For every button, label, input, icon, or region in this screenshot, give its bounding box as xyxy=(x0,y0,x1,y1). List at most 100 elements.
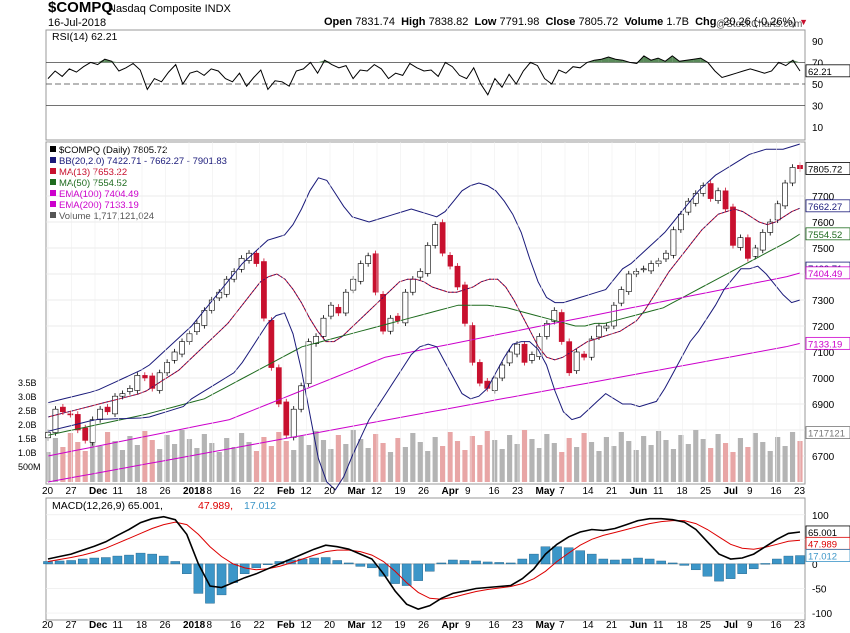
candle-body xyxy=(335,306,342,314)
open-label: Open xyxy=(324,16,353,28)
x-label-top-21: May xyxy=(536,486,556,497)
macd-histogram-bar xyxy=(228,563,238,583)
macd-chart: -100-50050100MACD(12,26,9) 65.001,47.989… xyxy=(43,500,850,620)
volume-bar xyxy=(112,441,118,482)
chg-label: Chg xyxy=(695,16,717,28)
x-label-bottom-13: Mar xyxy=(348,620,366,631)
x-label-top-32: 23 xyxy=(794,486,806,497)
x-label-bottom-5: 26 xyxy=(160,620,172,631)
legend-entry-5: EMA(200) 7133.19 xyxy=(59,200,139,211)
volume-bar xyxy=(618,432,624,482)
x-label-top-17: Apr xyxy=(442,486,459,497)
x-label-bottom-10: Feb xyxy=(277,620,295,631)
volume-bar xyxy=(216,452,222,482)
volume-bar xyxy=(440,446,446,482)
rsi-overbought-fill xyxy=(317,60,325,63)
macd-histogram-bar xyxy=(43,561,53,565)
candle-body xyxy=(156,372,163,391)
volume-bar xyxy=(551,443,557,482)
candle-body xyxy=(298,385,305,410)
volume-bar xyxy=(179,430,185,482)
volume-bar xyxy=(335,435,341,482)
volume-bar xyxy=(320,440,327,482)
price-tag-5-box xyxy=(805,336,850,350)
candle-body xyxy=(596,325,602,338)
macd-tick-100: 100 xyxy=(812,511,829,522)
volume-bar xyxy=(730,452,736,482)
rsi-overbought-fill xyxy=(615,59,623,63)
candle-body xyxy=(640,268,647,271)
x-label-top-31: 16 xyxy=(771,486,783,497)
x-label-bottom-26: 11 xyxy=(653,620,664,631)
candle-body xyxy=(231,271,238,280)
rsi-overbought-fill xyxy=(111,61,119,63)
price-tick-7700: 7700 xyxy=(812,192,835,203)
x-label-top-8: 16 xyxy=(230,486,242,497)
volume-bar xyxy=(670,449,677,482)
x-label-bottom-7: 8 xyxy=(207,620,213,631)
volume-bar xyxy=(82,451,88,482)
rsi-tick-50: 50 xyxy=(812,80,824,91)
volume-bar xyxy=(395,438,401,482)
volume-bar xyxy=(648,445,654,482)
volume-bar xyxy=(365,448,371,482)
price-tag-4-box xyxy=(805,266,850,280)
legend-swatch-1 xyxy=(50,157,56,163)
candle-body xyxy=(357,263,364,282)
volume-bar xyxy=(574,447,580,482)
legend-swatch-0 xyxy=(50,146,56,152)
volume-bar xyxy=(224,438,230,482)
candle-body xyxy=(663,252,669,260)
index-name: Nasdaq Composite INDX xyxy=(108,3,231,15)
candle-body xyxy=(439,222,446,254)
candle-body xyxy=(610,304,617,327)
volume-bar xyxy=(603,437,609,482)
price-tick-7200: 7200 xyxy=(812,322,835,333)
candle-body xyxy=(625,273,632,292)
macd-histogram-bar xyxy=(737,563,747,574)
volume-bar xyxy=(722,443,729,482)
macd-histogram-bar xyxy=(124,554,134,565)
price-tag-0: 7805.72 xyxy=(808,165,842,176)
legend-swatch-6 xyxy=(50,212,56,218)
macd-histogram-bar xyxy=(494,562,504,565)
volume-bar xyxy=(239,433,245,482)
macd-histogram-bar xyxy=(436,562,447,565)
low-label: Low xyxy=(474,16,497,28)
candle-body xyxy=(313,336,319,344)
watermark: @StockCharts.com xyxy=(716,19,803,30)
macd-histogram-bar xyxy=(413,563,423,581)
legend-swatch-2 xyxy=(50,168,56,174)
volume-label: Volume xyxy=(624,16,664,28)
candle-body xyxy=(432,224,439,246)
macd-value-tag-2-box xyxy=(805,549,850,562)
candle-body xyxy=(372,253,379,293)
x-label-top-20: 23 xyxy=(512,486,524,497)
x-label-bottom-24: 21 xyxy=(606,620,618,631)
macd-histogram-bar xyxy=(401,563,412,586)
volume-axis-3: 2.0B xyxy=(18,420,37,430)
volume-bar xyxy=(328,449,334,482)
x-label-bottom-1: 27 xyxy=(66,620,78,631)
price-tick-6900: 6900 xyxy=(812,400,835,411)
price-tick-7000: 7000 xyxy=(812,374,835,385)
macd-title-signal: 47.989, xyxy=(198,500,233,512)
x-label-top-11: 12 xyxy=(301,486,313,497)
macd-title-hist: 17.012 xyxy=(244,500,276,512)
high-label: High xyxy=(401,16,426,28)
volume-bar xyxy=(462,450,468,482)
price-tag-0-box xyxy=(805,162,850,175)
volume-bar xyxy=(626,441,632,482)
x-label-top-15: 19 xyxy=(395,486,407,497)
volume-bar xyxy=(685,444,691,482)
volume-bar xyxy=(782,446,788,482)
macd-histogram-bar xyxy=(471,560,481,565)
volume-bar xyxy=(559,452,565,482)
volume-bar xyxy=(52,438,59,482)
candle-body xyxy=(648,263,654,272)
price-tick-7100: 7100 xyxy=(812,348,835,359)
rsi-chart: 10 30 50 70 90 RSI(14) 62.21 62.21 xyxy=(46,31,850,134)
candle-body xyxy=(506,351,513,364)
x-label-top-13: Mar xyxy=(348,486,366,497)
